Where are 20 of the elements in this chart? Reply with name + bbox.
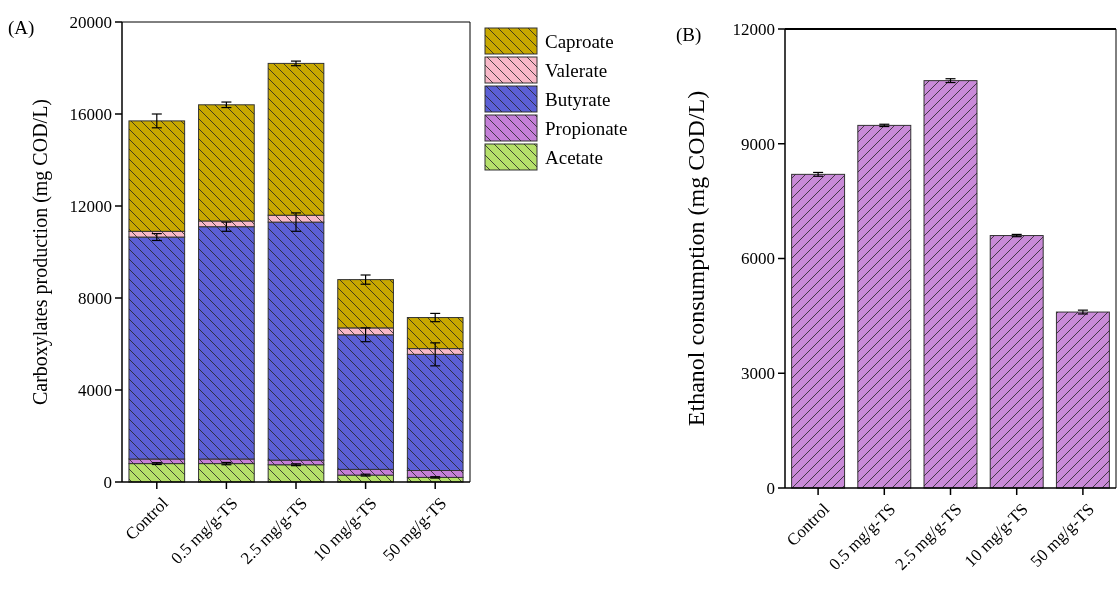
chart-title: (A) bbox=[8, 17, 35, 39]
legend-label: Butyrate bbox=[545, 89, 611, 110]
legend-label: Caproate bbox=[545, 31, 614, 52]
y-tick-label: 4000 bbox=[78, 380, 112, 400]
chart-title: (B) bbox=[676, 24, 702, 46]
y-tick-label: 9000 bbox=[741, 134, 775, 154]
y-tick-label: 3000 bbox=[741, 364, 775, 384]
y-tick-label: 0 bbox=[766, 478, 775, 498]
legend-label: Propionate bbox=[545, 118, 628, 139]
legend-label: Valerate bbox=[545, 60, 608, 81]
y-tick-label: 20000 bbox=[69, 12, 112, 32]
y-tick-label: 0 bbox=[103, 472, 112, 492]
legend-label: Acetate bbox=[545, 147, 604, 168]
y-tick-label: 12000 bbox=[69, 196, 112, 216]
y-axis-title: Carboxylates production (mg COD/L) bbox=[29, 98, 52, 406]
y-tick-label: 6000 bbox=[741, 249, 775, 269]
y-tick-label: 16000 bbox=[69, 104, 112, 124]
y-tick-label: 12000 bbox=[732, 19, 775, 39]
y-axis-title: Ethanol consumption (mg COD/L) bbox=[683, 90, 710, 427]
y-tick-label: 8000 bbox=[78, 288, 112, 308]
